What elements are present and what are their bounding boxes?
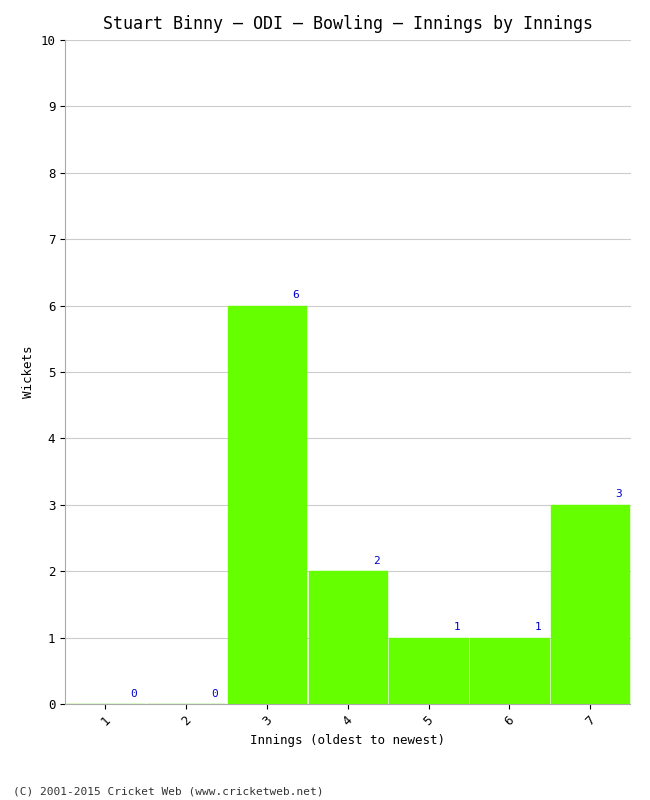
Y-axis label: Wickets: Wickets bbox=[21, 346, 34, 398]
Text: 2: 2 bbox=[372, 556, 380, 566]
Bar bbox=[470, 638, 549, 704]
Text: 0: 0 bbox=[130, 689, 137, 698]
Text: 3: 3 bbox=[615, 490, 622, 499]
Bar bbox=[227, 306, 306, 704]
Text: 6: 6 bbox=[292, 290, 298, 300]
Bar bbox=[551, 505, 629, 704]
Title: Stuart Binny – ODI – Bowling – Innings by Innings: Stuart Binny – ODI – Bowling – Innings b… bbox=[103, 15, 593, 33]
Text: 1: 1 bbox=[534, 622, 541, 632]
Text: 0: 0 bbox=[211, 689, 218, 698]
Text: (C) 2001-2015 Cricket Web (www.cricketweb.net): (C) 2001-2015 Cricket Web (www.cricketwe… bbox=[13, 786, 324, 796]
Bar bbox=[309, 571, 387, 704]
X-axis label: Innings (oldest to newest): Innings (oldest to newest) bbox=[250, 734, 445, 746]
Bar bbox=[389, 638, 468, 704]
Text: 1: 1 bbox=[454, 622, 460, 632]
